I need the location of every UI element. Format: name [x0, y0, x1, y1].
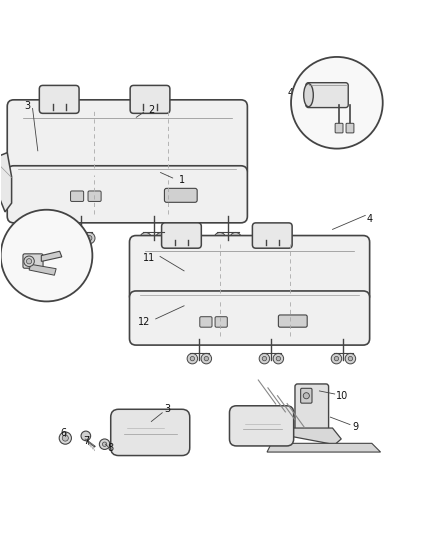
Circle shape — [303, 393, 309, 399]
Polygon shape — [267, 443, 381, 452]
FancyBboxPatch shape — [39, 85, 79, 114]
Text: 14: 14 — [26, 264, 38, 274]
Text: 9: 9 — [352, 422, 358, 432]
FancyBboxPatch shape — [200, 317, 212, 327]
Text: 12: 12 — [138, 317, 150, 327]
Circle shape — [143, 236, 148, 241]
Circle shape — [62, 435, 68, 441]
Text: 13: 13 — [20, 236, 32, 246]
Circle shape — [155, 232, 167, 244]
Circle shape — [59, 432, 71, 444]
Polygon shape — [293, 428, 341, 445]
Circle shape — [334, 357, 339, 361]
Circle shape — [214, 232, 226, 244]
Text: 15: 15 — [59, 236, 71, 246]
Polygon shape — [29, 264, 56, 275]
FancyBboxPatch shape — [306, 83, 348, 108]
Circle shape — [201, 353, 212, 364]
Circle shape — [26, 259, 32, 264]
Ellipse shape — [304, 84, 313, 107]
FancyBboxPatch shape — [300, 389, 312, 403]
Circle shape — [262, 357, 267, 361]
Circle shape — [68, 232, 79, 244]
Circle shape — [87, 236, 92, 241]
FancyBboxPatch shape — [7, 166, 247, 223]
FancyBboxPatch shape — [130, 236, 370, 302]
Circle shape — [348, 357, 353, 361]
FancyBboxPatch shape — [279, 315, 307, 327]
Circle shape — [273, 353, 284, 364]
FancyBboxPatch shape — [130, 85, 170, 114]
Text: 1: 1 — [179, 175, 185, 185]
Circle shape — [99, 439, 110, 449]
Circle shape — [230, 232, 241, 244]
Text: 6: 6 — [60, 429, 66, 438]
Circle shape — [190, 357, 194, 361]
Circle shape — [276, 357, 281, 361]
Text: 4: 4 — [288, 88, 294, 98]
Circle shape — [233, 236, 238, 241]
Text: 10: 10 — [336, 391, 348, 401]
Text: 5: 5 — [367, 111, 374, 121]
FancyBboxPatch shape — [88, 191, 101, 201]
FancyBboxPatch shape — [215, 317, 227, 327]
FancyBboxPatch shape — [346, 123, 354, 133]
Text: 11: 11 — [143, 253, 155, 263]
Circle shape — [217, 236, 223, 241]
Text: 8: 8 — [108, 443, 114, 453]
FancyBboxPatch shape — [130, 291, 370, 345]
Polygon shape — [0, 152, 12, 212]
Text: 2: 2 — [148, 105, 155, 115]
Circle shape — [345, 353, 356, 364]
Circle shape — [331, 353, 342, 364]
Circle shape — [71, 236, 76, 241]
Text: 4: 4 — [367, 214, 373, 224]
FancyBboxPatch shape — [230, 406, 293, 446]
Text: 7: 7 — [84, 436, 90, 446]
Circle shape — [140, 232, 151, 244]
FancyBboxPatch shape — [111, 409, 190, 456]
FancyBboxPatch shape — [23, 254, 43, 268]
Circle shape — [187, 353, 198, 364]
Text: 3: 3 — [25, 101, 31, 111]
Circle shape — [259, 353, 270, 364]
FancyBboxPatch shape — [335, 123, 343, 133]
FancyBboxPatch shape — [252, 223, 292, 248]
Circle shape — [84, 232, 95, 244]
Circle shape — [204, 357, 208, 361]
Circle shape — [24, 256, 34, 266]
FancyBboxPatch shape — [7, 100, 247, 176]
Circle shape — [1, 210, 92, 302]
FancyBboxPatch shape — [162, 223, 201, 248]
Circle shape — [102, 442, 107, 446]
Polygon shape — [41, 251, 62, 261]
Circle shape — [81, 431, 91, 441]
Circle shape — [159, 236, 164, 241]
Text: 3: 3 — [164, 404, 170, 414]
Circle shape — [291, 57, 383, 149]
FancyBboxPatch shape — [164, 188, 197, 203]
FancyBboxPatch shape — [295, 384, 328, 431]
FancyBboxPatch shape — [71, 191, 84, 201]
